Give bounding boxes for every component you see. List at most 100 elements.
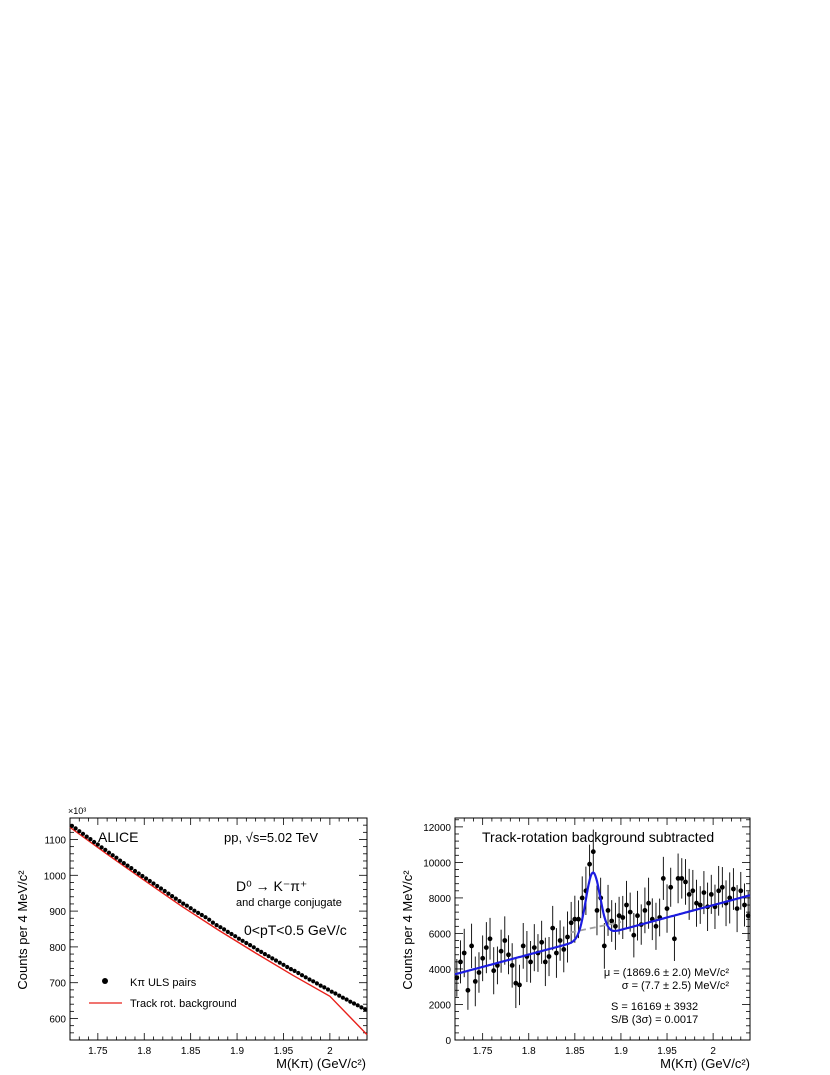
data-point [106,850,112,855]
data-point [177,899,182,904]
left-ticks: 1.75 1.8 1.85 1.9 1.95 2 600 700 800 900 1000 1100 [44,817,368,1057]
data-point [214,923,219,928]
data-point [340,995,345,1000]
left-legend: Kπ ULS pairs Track rot. background [89,977,237,1010]
data-point [322,985,327,990]
x-tick-label: 1.75 [473,1046,493,1057]
data-point [587,861,592,867]
fit-curve-path [454,871,751,976]
data-point [255,947,260,952]
data-point [222,927,227,932]
y-tick-label: 600 [49,1015,66,1026]
data-point [624,902,629,908]
data-point [199,912,204,918]
data-point [225,929,230,935]
data-point [99,845,104,850]
data-point [513,980,519,986]
data-point [653,923,659,929]
data-point [303,975,308,980]
data-point [557,938,563,943]
data-point [683,879,688,885]
data-point [344,997,349,1002]
data-point [668,884,674,890]
left-legend-marker-points [102,978,108,984]
x-tick-label: 2 [710,1046,716,1057]
y-tick-label: 1100 [44,835,66,846]
data-point [517,982,522,988]
data-point [531,945,537,950]
data-point [314,981,319,986]
data-point [173,896,178,901]
x-tick-label: 1.85 [565,1046,585,1057]
data-point [132,868,138,874]
y-tick-label: 900 [49,907,66,918]
data-point [251,945,256,950]
data-point [498,948,504,954]
data-point [579,895,585,901]
data-point [240,938,245,943]
data-point [129,866,134,871]
y-tick-label: 800 [49,943,66,954]
right-panel: 1.75 1.8 1.85 1.9 1.95 2 0 2000 4000 6000 8000 1000… [400,817,751,1071]
data-point [80,831,86,836]
data-point [166,891,171,896]
data-point [601,943,607,949]
y-tick-label: 12000 [423,823,451,834]
data-point [121,861,126,866]
data-point [694,900,699,906]
data-point [318,983,323,988]
left-legend-label-points: Kπ ULS pairs [130,977,197,989]
left-legend-label-line: Track rot. background [130,998,237,1010]
y-tick-label: 6000 [429,929,452,940]
data-point [731,886,736,892]
data-point [572,916,578,922]
data-point [675,876,681,881]
data-point [738,888,744,894]
data-point [609,918,615,924]
right-sigma-label: σ = (7.7 ± 2.5) MeV/c² [622,980,730,992]
data-point [210,920,215,925]
data-point [646,900,651,906]
data-point [594,908,600,913]
data-point [664,906,670,911]
data-point [158,886,164,891]
data-point [203,915,208,920]
data-point [568,920,574,926]
data-point [359,1005,364,1010]
data-point [299,973,305,978]
data-point [88,837,93,842]
data-point [509,963,515,968]
data-point [259,949,264,955]
left-experiment-label: ALICE [98,829,138,845]
right-background-dashed [570,921,622,934]
x-tick-label: 1.8 [522,1046,536,1057]
left-decay-label: D⁰ → K⁻π⁺ [236,878,307,894]
data-point [236,936,241,941]
data-point [672,936,677,942]
data-point [483,945,489,950]
data-point [140,873,145,879]
x-tick-label: 1.95 [657,1046,677,1057]
data-point [84,834,89,839]
data-point [742,902,747,908]
data-point [337,993,342,998]
data-point [244,940,249,946]
data-point [565,934,570,940]
data-point [229,931,234,937]
y-tick-label: 1000 [44,871,67,882]
data-point [642,908,648,913]
left-conjugate-label: and charge conjugate [236,897,342,909]
data-point [708,892,714,897]
data-point [506,952,511,958]
data-point [631,932,637,938]
data-point [151,881,156,886]
data-point [472,979,478,984]
data-point [277,960,282,965]
x-tick-label: 1.85 [181,1046,201,1057]
left-y-axis-label: Counts per 4 MeV/c² [15,870,30,990]
data-point [520,943,526,949]
data-point [333,991,338,996]
data-point [307,977,312,982]
left-y-multiplier: ×10³ [68,806,86,816]
left-pt-label: 0<pT<0.5 GeV/c [244,922,347,938]
